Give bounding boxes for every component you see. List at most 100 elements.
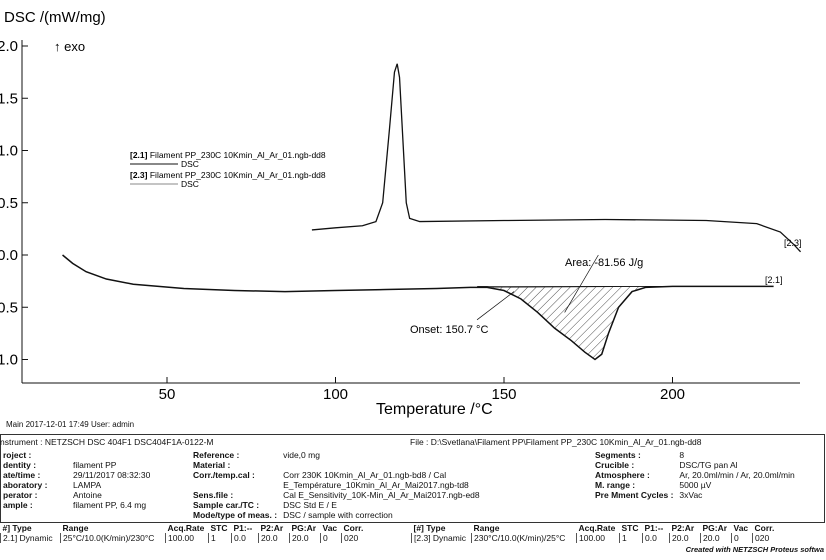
segment-header-cell: Range [62, 523, 89, 533]
dsc-chart: DSC /(mW/mg) ↑ exo Temperature /°C 50 100… [0, 9, 802, 418]
segment-header-cell: Acq.Rate [578, 523, 616, 533]
info-row: ate/time : 29/11/2017 08:32:30 [0, 470, 153, 480]
segment-header-cell: Range [473, 523, 500, 533]
info-row: roject : [0, 450, 153, 460]
legend-entry-2-3: [2.3] Filament PP_230C 10Kmin_Al_Ar_01.n… [130, 170, 326, 180]
info-label: Sample car./TC : [193, 500, 260, 510]
info-label: Reference : [193, 450, 240, 460]
info-label: Sens.file : [193, 490, 234, 500]
segment-header-cell: PG:Ar [702, 523, 728, 533]
curve-label-2-3: [2.3] [784, 238, 802, 248]
segment-header-cell: STC [210, 523, 228, 533]
segment-cell: 0.0 [231, 533, 259, 543]
segment-header-cell: Corr. [754, 523, 775, 533]
exo-label: ↑ exo [54, 39, 85, 54]
segment-cell: 0 [320, 533, 342, 543]
segment-cell: 20.0 [258, 533, 290, 543]
x-tick-label: 200 [660, 386, 685, 403]
info-value: 8 [679, 450, 685, 460]
y-tick-label: 2.0 [0, 38, 18, 55]
x-tick-label: 100 [323, 386, 348, 403]
y-tick-label: -1.0 [0, 352, 18, 369]
info-label: Segments : [595, 450, 641, 460]
info-label: Mode/type of meas. : [193, 510, 278, 520]
area-annotation: Area: -81.56 J/g [565, 257, 643, 269]
segment-row: 2.1] Dynamic 25°C/10.0(K/min)/230°C 100.00… [0, 533, 368, 543]
segment-header-cell: Vac [322, 523, 338, 533]
info-label: Atmosphere : [595, 470, 650, 480]
info-value: DSC Std E / E [283, 500, 337, 510]
info-row: Segments : 8 [592, 450, 798, 460]
info-row: Sample car./TC : DSC Std E / E [190, 500, 548, 510]
info-label: Crucible : [595, 460, 635, 470]
segment-header-cell: [#] Type [413, 523, 446, 533]
info-value: filament PP, 6.4 mg [73, 500, 147, 510]
segment-header-cell: P2:Ar [671, 523, 695, 533]
y-axis-label: DSC /(mW/mg) [4, 9, 106, 26]
segment-row: [2.3] Dynamic 230°C/10.0(K/min)/25°C 100.0… [411, 533, 779, 543]
measurement-info: Main 2017-12-01 17:49 User: admin nstrum… [0, 420, 826, 560]
segment-cell: 1 [208, 533, 232, 543]
segment-header-cell: STC [621, 523, 639, 533]
info-row: dentity : filament PP [0, 460, 153, 470]
segment-cell: 230°C/10.0(K/min)/25°C [471, 533, 577, 543]
info-value: DSC/TG pan Al [679, 460, 738, 470]
dsc-curve-2-3 [311, 63, 802, 253]
info-value: Antoine [73, 490, 102, 500]
info-label: aboratory : [3, 480, 48, 490]
credit: Created with NETZSCH Proteus softwa [685, 545, 824, 554]
info-row: Atmosphere : Ar, 20.0ml/min / Ar, 20.0ml/… [592, 470, 798, 480]
legend-entry-2-1: [2.1] Filament PP_230C 10Kmin_Al_Ar_01.n… [130, 150, 326, 160]
info-value [280, 460, 548, 470]
segment-header: #] Type Range Acq.Rate STC P1:-- P2:Ar PG:Ar Va… [1, 523, 369, 533]
info-row: Crucible : DSC/TG pan Al [592, 460, 798, 470]
segment-header: [#] Type Range Acq.Rate STC P1:-- P2:Ar PG:Ar V… [412, 523, 780, 533]
y-tick-label: -0.5 [0, 299, 18, 316]
onset-pointer [476, 291, 515, 321]
legend-signal-2-3: DSC [181, 179, 199, 189]
info-row: Material : [190, 460, 548, 470]
info-value: Cal E_Sensitivity_10K-Min_Al_Ar_Mai2017.… [283, 490, 480, 500]
info-label: ample : [3, 500, 33, 510]
info-row: ample : filament PP, 6.4 mg [0, 500, 153, 510]
segment-cell: 100.00 [165, 533, 209, 543]
x-tick-label: 50 [159, 386, 176, 403]
segment-cell: 020 [752, 533, 779, 543]
segment-cell: 20.0 [669, 533, 701, 543]
segment-cell: 2.1] Dynamic [0, 533, 61, 543]
segment-cell: [2.3] Dynamic [411, 533, 472, 543]
segment-cell: 0.0 [642, 533, 670, 543]
instrument: nstrument : NETZSCH DSC 404F1 DSC404F1A-… [0, 437, 214, 447]
curve-label-2-1: [2.1] [765, 275, 783, 285]
segment-cell: 0 [731, 533, 753, 543]
info-label: dentity : [3, 460, 37, 470]
info-row: aboratory : LAMPA [0, 480, 153, 490]
segment-header-cell: P1:-- [233, 523, 253, 533]
segment-header-cell: P1:-- [644, 523, 664, 533]
info-label: roject : [3, 450, 32, 460]
info-label: ate/time : [3, 470, 41, 480]
info-label: Material : [193, 460, 231, 470]
info-row: Corr./temp.cal : Corr 230K 10Kmin_Al_Ar_0… [190, 470, 548, 490]
x-tick-label: 150 [491, 386, 516, 403]
info-value: LAMPA [73, 480, 102, 490]
y-tick-label: 0.0 [0, 247, 18, 264]
segment-header-cell: P2:Ar [260, 523, 284, 533]
info-label: Pre Mment Cycles : [595, 490, 674, 500]
segment-cell: 20.0 [289, 533, 321, 543]
info-row: Mode/type of meas. : DSC / sample with co… [190, 510, 548, 520]
segment-header-cell: #] Type [2, 523, 32, 533]
segment-cell: 1 [619, 533, 643, 543]
info-label: M. range : [595, 480, 636, 490]
legend: [2.1] Filament PP_230C 10Kmin_Al_Ar_01.n… [130, 150, 326, 189]
info-value [70, 450, 153, 460]
legend-signal-2-1: DSC [181, 159, 199, 169]
info-label: perator : [3, 490, 38, 500]
segment-header-cell: Vac [733, 523, 749, 533]
info-row: M. range : 5000 µV [592, 480, 798, 490]
info-value: filament PP [73, 460, 117, 470]
area-pointer [564, 254, 599, 313]
segment-cell: 100.00 [576, 533, 620, 543]
info-label: Corr./temp.cal : [193, 470, 255, 480]
segment-cell: 020 [341, 533, 368, 543]
